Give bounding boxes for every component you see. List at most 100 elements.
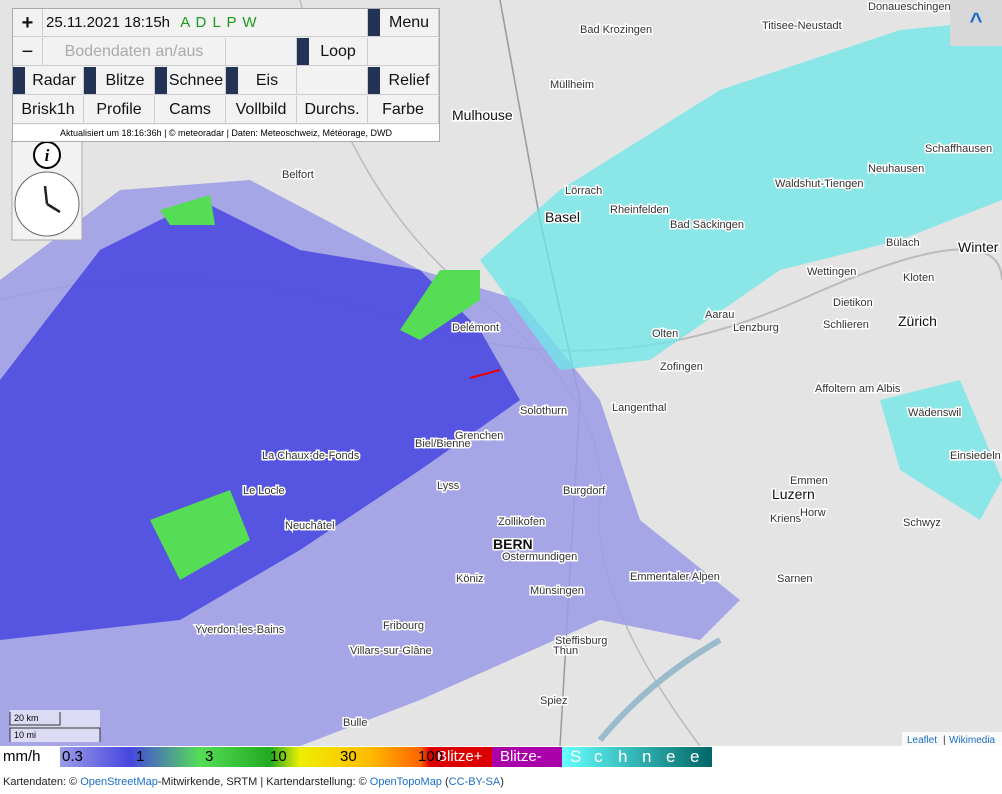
layers[interactable]: A D L P W: [180, 14, 258, 31]
attribution: Leaflet | Wikimedia: [902, 732, 1002, 746]
toggle-button[interactable]: Schnee: [155, 67, 226, 95]
place-label: Bad Säckingen: [670, 219, 744, 231]
leaflet-link[interactable]: Leaflet: [907, 735, 937, 746]
legend-schnee-letter: h: [618, 747, 628, 766]
place-label: Steffisburg: [555, 635, 607, 647]
place-label: Winter: [958, 239, 999, 255]
scale-mi: 10 mi: [14, 730, 36, 740]
place-label: Burgdorf: [563, 485, 606, 497]
place-label: Spiez: [540, 695, 568, 707]
place-label: Thun: [553, 645, 578, 657]
place-label: Kriens: [770, 513, 802, 525]
zoom-in[interactable]: +: [13, 9, 43, 37]
legend-tick: 100: [418, 748, 444, 765]
zoom-out[interactable]: −: [13, 38, 43, 66]
footer-text: ): [500, 776, 504, 788]
place-label: Rheinfelden: [610, 204, 669, 216]
footer-text: -Mitwirkende, SRTM | Kartendarstellung: …: [157, 776, 370, 788]
toggle-button[interactable]: Blitze: [84, 67, 155, 95]
place-label: Schwyz: [903, 517, 941, 529]
place-label: Wädenswil: [908, 407, 961, 419]
place-label: Sarnen: [777, 573, 812, 585]
date-row: 25.11.2021 18:15h A D L P W: [43, 9, 368, 37]
place-label: Ostermundigen: [502, 551, 577, 563]
toggle-button[interactable]: Relief: [368, 67, 439, 95]
place-label: Zofingen: [660, 361, 703, 373]
place-label: Schaffhausen: [925, 143, 992, 155]
panel-button[interactable]: Vollbild: [226, 96, 297, 124]
top-button[interactable]: ^: [950, 0, 1002, 46]
place-label: Horw: [800, 507, 826, 519]
place-label: Dietikon: [833, 297, 873, 309]
place-label: Luzern: [772, 486, 815, 502]
otm-link[interactable]: OpenTopoMap: [369, 776, 442, 788]
place-label: BERN: [493, 536, 533, 552]
panel-button[interactable]: Cams: [155, 96, 226, 124]
toggle-button[interactable]: Radar: [13, 67, 84, 95]
panel-button[interactable]: Profile: [84, 96, 155, 124]
toggle-button[interactable]: Eis: [226, 67, 297, 95]
bodendaten-button[interactable]: Bodendaten an/aus: [43, 38, 226, 66]
place-label: Neuchâtel: [285, 520, 335, 532]
legend-bar: [0, 747, 712, 767]
place-label: Emmentaler Alpen: [630, 571, 720, 583]
wikimedia-link[interactable]: Wikimedia: [949, 735, 996, 746]
place-labels: Mulhouse Basel BERN Zürich Luzern Belfort Delé…: [194, 0, 1002, 731]
date: 25.11.2021 18:15h: [46, 14, 171, 31]
place-label: Titisee-Neustadt: [762, 20, 842, 32]
legend-tick: 30: [340, 748, 357, 765]
place-label: Bülach: [886, 237, 920, 249]
legend-tick: 1: [136, 748, 145, 765]
map-layer: Mulhouse Basel BERN Zürich Luzern Belfort Delé…: [0, 0, 1002, 746]
legend-tick: 3: [205, 748, 214, 765]
place-label: Emmen: [790, 475, 828, 487]
license-link[interactable]: CC-BY-SA: [448, 776, 501, 788]
menu-button[interactable]: Menu: [368, 9, 439, 37]
update-info: Aktualisiert um 18:16:36h | © meteoradar…: [13, 125, 439, 141]
place-label: Einsiedeln: [950, 450, 1001, 462]
place-label: Lenzburg: [733, 322, 779, 334]
place-label: Münsingen: [530, 585, 584, 597]
place-label: Kloten: [903, 272, 934, 284]
map[interactable]: Mulhouse Basel BERN Zürich Luzern Belfort Delé…: [0, 0, 1002, 746]
place-label: Donaueschingen: [868, 1, 951, 13]
legend-schnee-letter: e: [666, 747, 676, 766]
panel-button[interactable]: Brisk1h: [13, 96, 84, 124]
legend-schnee-letter: S: [570, 747, 582, 766]
place-label: Aarau: [705, 309, 734, 321]
place-label: Biel/Bienne: [415, 438, 471, 450]
place-label: Schlieren: [823, 319, 869, 331]
place-label: Müllheim: [550, 79, 594, 91]
place-label: Lyss: [437, 480, 460, 492]
place-label: Delémont: [452, 322, 499, 334]
place-label: Zürich: [898, 313, 937, 329]
separator: |: [943, 735, 946, 746]
place-label: Langenthal: [612, 402, 666, 414]
place-label: Solothurn: [520, 405, 567, 417]
legend-tick: 0.3: [62, 748, 83, 765]
place-label: Zollikofen: [498, 516, 545, 528]
radar: [0, 20, 1002, 746]
place-label: Lörrach: [565, 185, 602, 197]
info-clock: i: [11, 139, 83, 241]
blank-cell: [226, 38, 297, 66]
place-label: Fribourg: [383, 620, 424, 632]
speed-icon: [297, 67, 368, 95]
place-label: Olten: [652, 328, 678, 340]
panel-button[interactable]: Farbe: [368, 96, 439, 124]
osm-link[interactable]: OpenStreetMap: [80, 776, 158, 788]
top-button-label[interactable]: ^: [970, 8, 983, 33]
legend-tick: 10: [270, 748, 287, 765]
place-label: Mulhouse: [452, 107, 513, 123]
footer: Kartendaten: © OpenStreetMap-Mitwirkende…: [3, 776, 504, 788]
place-label: Affoltern am Albis: [815, 383, 901, 395]
control-panel: + 25.11.2021 18:15h A D L P W Menu − Bod…: [12, 8, 440, 142]
place-label: Köniz: [456, 573, 484, 585]
loop-button[interactable]: Loop: [297, 38, 368, 66]
info-button[interactable]: i: [45, 146, 50, 165]
place-label: La Chaux-de-Fonds: [262, 450, 360, 462]
legend-unit: mm/h: [3, 748, 41, 765]
panel-button[interactable]: Durchs.: [297, 96, 368, 124]
scale-bar: 20 km 10 mi: [9, 710, 101, 742]
place-label: Grenchen: [455, 430, 503, 442]
